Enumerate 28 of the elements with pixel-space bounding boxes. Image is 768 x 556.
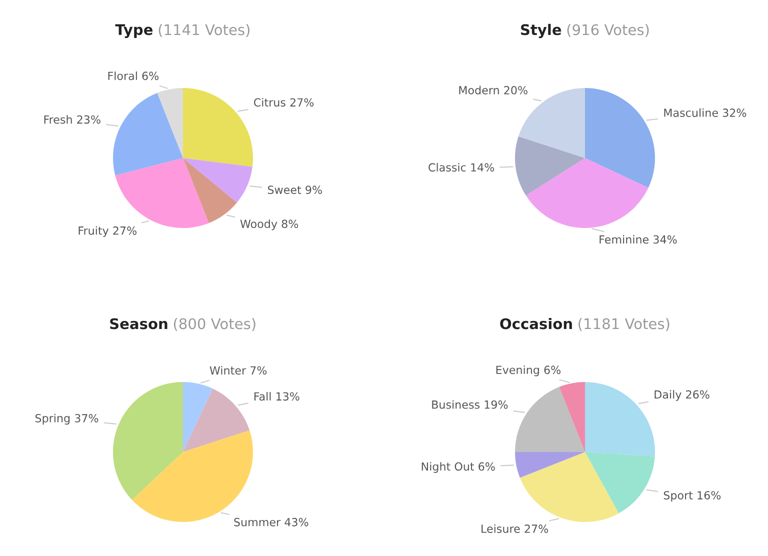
chart-subtitle: (916 Votes): [567, 24, 649, 37]
slice-label: Sport 16%: [664, 491, 721, 502]
chart-title: Season: [110, 318, 168, 330]
slice-label: Modern 20%: [459, 86, 528, 94]
chart-subtitle: (1181 Votes): [578, 318, 670, 331]
chart-title: Occasion: [500, 318, 572, 330]
slice-label: Summer 43%: [234, 518, 308, 526]
slice-label: Fresh 23%: [44, 115, 100, 124]
slice-label: Floral 6%: [108, 71, 159, 80]
chart-title: Style: [520, 24, 562, 38]
slice-label: Leisure 27%: [482, 524, 548, 533]
slice-label: Woody 8%: [240, 219, 298, 230]
slice-label: Sweet 9%: [268, 186, 322, 194]
slice-label: Business 19%: [432, 400, 508, 409]
chart-subtitle: (1141 Votes): [158, 24, 250, 37]
chart-subtitle: (800 Votes): [174, 318, 256, 331]
slice-label: Fall 13%: [254, 392, 300, 401]
slice-label: Masculine 32%: [664, 108, 746, 117]
slice-label: Evening 6%: [496, 365, 561, 376]
slice-label: Winter 7%: [210, 366, 267, 375]
chart-title: Type: [115, 24, 153, 38]
slice-label: Fruity 27%: [78, 226, 136, 237]
slice-label: Night Out 6%: [422, 462, 495, 473]
slice-label: Spring 37%: [35, 414, 98, 425]
slice-label: Citrus 27%: [254, 98, 314, 107]
slice-label: Classic 14%: [428, 162, 494, 172]
slice-label: Feminine 34%: [600, 235, 677, 244]
slice-label: Daily 26%: [654, 390, 710, 401]
